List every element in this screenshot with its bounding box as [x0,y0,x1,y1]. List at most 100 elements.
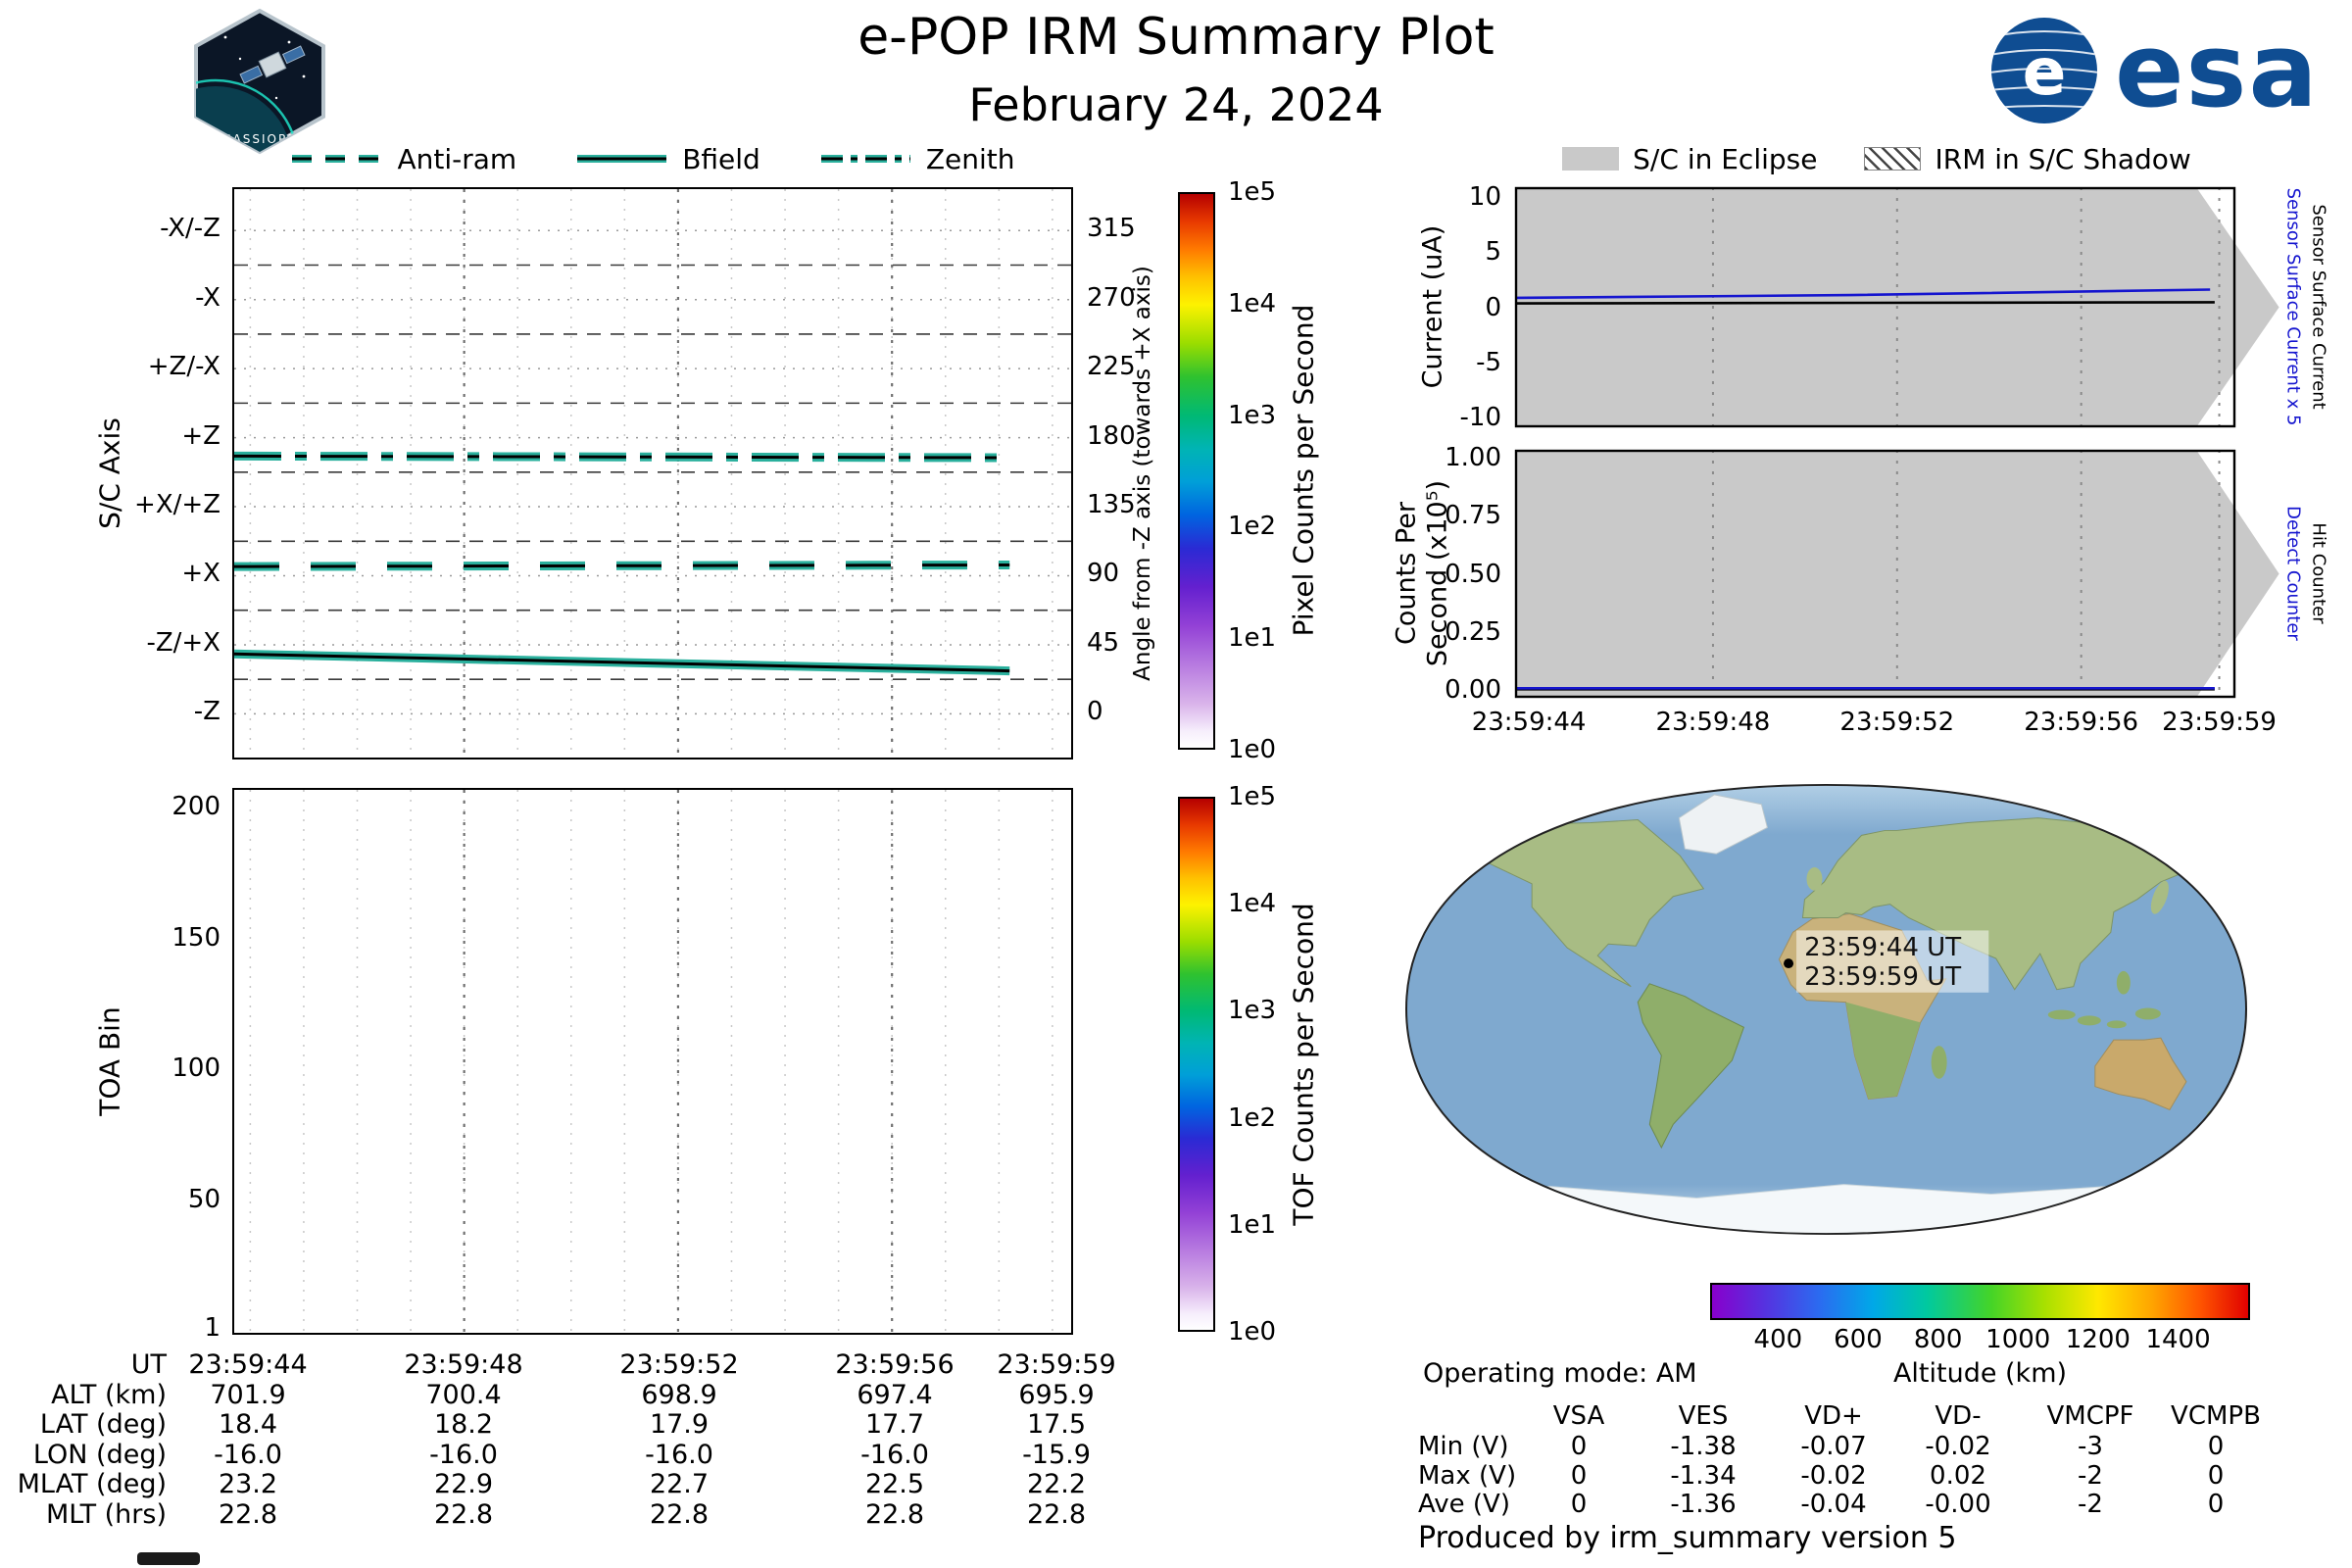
eph-value: 695.9 [1018,1379,1095,1410]
island-madagascar [1931,1046,1947,1079]
eph-value: 698.9 [641,1379,717,1410]
voltage-row-label: Min (V) [1418,1432,1509,1461]
v-gridlines [1711,450,2221,698]
eph-value: 17.9 [649,1409,710,1440]
right-time-tick-labels: 23:59:44 23:59:48 23:59:52 23:59:56 23:59:59 [1472,708,2277,741]
legend-item-bfield: Bfield [575,143,760,175]
sc-axis-tick: -X [195,282,220,313]
p3-canvas [1514,186,2279,428]
eph-value: 22.2 [1026,1469,1087,1499]
legend-line-swatch [820,155,910,163]
tof-colorbar-label: TOF Counts per Second [1287,903,1320,1226]
legend-item-anti-ram: Anti-ram [290,143,516,175]
screen-artifact-bar [137,1552,200,1565]
colorbar-tick: 1e4 [1228,288,1277,318]
legend-item: IRM in S/C Shadow [1864,143,2191,175]
voltage-value: -2 [2078,1490,2103,1519]
counts-ytick-labels: 0.00 0.25 0.50 0.75 1.00 [1401,443,1505,704]
time-tick: 23:59:44 [1471,708,1587,737]
voltage-value: -0.04 [1800,1490,1867,1519]
colorbar-tick: 1e1 [1228,1209,1277,1240]
plot-frame [1514,186,2236,428]
voltage-value: -1.38 [1670,1432,1737,1461]
legend-item-zenith: Zenith [819,143,1015,175]
angle-tick: 45 [1087,627,1120,658]
eph-value: 22.7 [649,1469,710,1499]
angle-tick: 315 [1087,214,1136,244]
right-plot-legend: S/C in Eclipse IRM in S/C Shadow [1470,141,2283,176]
current-series [1514,288,2215,305]
island-philippines [2116,970,2131,995]
eph-row-label: MLT (hrs) [45,1498,167,1530]
altitude-tick: 1400 [2145,1325,2211,1354]
eph-value: -16.0 [429,1439,498,1470]
sc-axis-ytick-labels: -X/-Z -X +Z/-X +Z +X/+Z +X -Z/+X -Z [122,187,224,760]
voltage-value: -0.02 [1925,1432,1991,1461]
voltage-value: 0.02 [1930,1460,1986,1491]
voltage-value: 0 [2207,1490,2225,1519]
legend-label: Zenith [925,142,1015,175]
voltage-value: 0 [2207,1432,2225,1461]
eph-row-label: UT [130,1349,167,1380]
legend-line-swatch [577,155,667,163]
voltage-value: 0 [1570,1490,1588,1519]
sc-axis-tick: +X/+Z [134,490,220,520]
eph-row-label: LON (deg) [32,1439,167,1470]
angle-tick: 135 [1087,490,1136,520]
altitude-tick: 800 [1913,1325,1963,1354]
counts-ylabel-line1: Counts Per [1391,502,1422,645]
sc-axis-plot [232,187,1073,760]
eph-value: 22.9 [433,1469,494,1499]
toa-tick: 1 [204,1313,220,1344]
v-gridlines [463,790,894,1333]
counts-tick: 0.75 [1445,501,1501,531]
voltage-col-header: VSA [1552,1401,1605,1431]
voltage-col-header: VCMPB [2171,1401,2261,1431]
voltage-value: 0 [1570,1432,1588,1461]
legend-item: S/C in Eclipse [1562,143,1817,175]
v-gridlines [249,189,1054,758]
sc-axis-tick: -X/-Z [160,214,220,244]
eph-value: 22.8 [864,1498,925,1530]
colorbar-tick: 1e2 [1228,512,1277,542]
voltage-value: 0 [2207,1460,2225,1491]
continent-eurasia [1801,817,2246,991]
eph-value: 697.4 [857,1379,933,1410]
toa-tick: 100 [172,1054,220,1084]
eph-value: 700.4 [425,1379,502,1410]
altitude-tick: 1000 [1985,1325,2051,1354]
eph-value: 23:59:59 [997,1349,1116,1380]
island-uk [1806,867,1823,891]
satellite-icon [239,45,306,84]
eph-value: -15.9 [1022,1439,1091,1470]
eph-value: 18.4 [218,1409,278,1440]
eph-value: 23:59:56 [835,1349,955,1380]
toa-tick: 50 [187,1185,220,1215]
colorbar-tick: 1e3 [1228,996,1277,1026]
p4-canvas [1514,449,2279,699]
voltage-value: -3 [2078,1432,2103,1461]
eph-row-label: LAT (deg) [39,1409,167,1440]
eph-value: 23.2 [218,1469,278,1499]
h-gridlines [234,229,1071,715]
time-tick: 23:59:48 [1655,708,1771,737]
tof-counts-colorbar [1178,797,1215,1332]
voltage-col-header: VD- [1935,1401,1982,1431]
voltage-value: -0.00 [1925,1490,1991,1519]
altitude-tick: 400 [1753,1325,1803,1354]
eph-row-label: MLAT (deg) [17,1469,167,1499]
sc-axis-tick: +X [181,559,220,589]
voltage-col-header: VES [1678,1401,1729,1431]
time-tick: 23:59:59 [2162,708,2277,737]
voltage-value: 0 [1570,1460,1588,1491]
angle-tick: 0 [1087,697,1103,727]
colorbar-tick: 1e4 [1228,889,1277,919]
eclipse-region [1515,450,2279,698]
detect-counter-label: Detect Counter [2282,506,2304,641]
produced-by-text: Produced by irm_summary version 5 [1418,1521,1957,1555]
altitude-colorbar-ticks: 400 600 800 1000 1200 1400 [1710,1325,2250,1356]
toa-ytick-labels: 1 50 100 150 200 [122,788,224,1344]
continent-greenland [1678,794,1769,855]
p1-canvas [233,189,1071,758]
cassiope-mission-logo: CASSIOPE [194,8,325,155]
